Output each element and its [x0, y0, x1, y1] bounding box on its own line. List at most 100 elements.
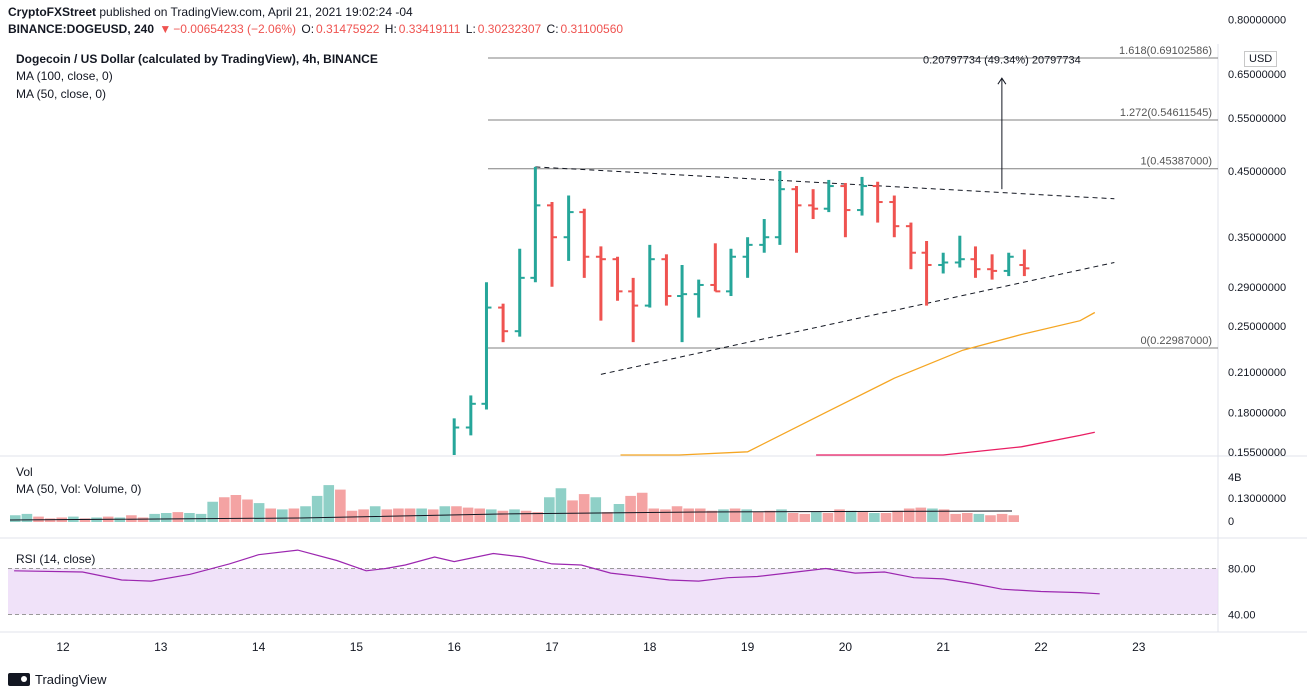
open-label: O: [301, 22, 315, 36]
volume-bar [381, 509, 393, 522]
volume-bar [869, 513, 880, 522]
volume-bar [822, 513, 834, 522]
volume-bar [265, 508, 277, 522]
time-tick-label: 18 [643, 640, 657, 654]
ohlc-bar [693, 279, 704, 318]
fib-level-label: 1.272(0.54611545) [1120, 107, 1212, 119]
currency-badge[interactable]: USD [1244, 51, 1278, 67]
volume-tick-label: 0 [1228, 516, 1234, 528]
volume-bar [497, 510, 509, 522]
ohlc-bar [514, 248, 525, 337]
ohlc-bar [725, 248, 736, 297]
volume-bar [21, 513, 33, 522]
time-tick-label: 20 [839, 640, 853, 654]
rsi-band [8, 568, 1218, 615]
ohlc-bar [774, 171, 785, 245]
ohlc-bar [612, 256, 623, 301]
ohlc-bar [465, 395, 476, 436]
volume-bar [149, 513, 160, 522]
volume-bar [578, 494, 590, 522]
fib-level-label: 1(0.45387000) [1140, 156, 1212, 168]
time-tick-label: 15 [350, 640, 364, 654]
ohlc-bar [498, 303, 509, 343]
volume-bar [903, 508, 915, 522]
volume-bar [555, 488, 567, 522]
ohlc-bar [823, 179, 834, 213]
volume-bar [961, 513, 973, 522]
ma100-legend[interactable]: MA (100, close, 0) [16, 69, 113, 83]
pane-separators [0, 44, 1307, 633]
rsi-line [14, 549, 1100, 595]
rsi-tick-label: 80.00 [1228, 564, 1256, 576]
volume-bar [985, 515, 996, 522]
ohlc-bar [889, 195, 900, 238]
ohlc-line: BINANCE:DOGEUSD, 240 ▼ −0.00654233 (−2.06… [8, 21, 625, 38]
volume-bar [1008, 515, 1019, 522]
high-value: 0.33419111 [398, 22, 461, 36]
low-label: L: [465, 22, 476, 36]
rsi-pane: 80.00 40.00 [8, 549, 1256, 622]
volume-bar [242, 499, 253, 522]
price-tick-label: 0.65000000 [1228, 69, 1286, 81]
time-tick-label: 19 [741, 640, 755, 654]
ohlc-bar [857, 176, 868, 216]
fibonacci-levels: 0(0.22987000) 1(0.45387000) 1.272(0.546115… [488, 45, 1218, 349]
ohlc-bar [921, 241, 932, 306]
time-tick-label: 12 [56, 640, 70, 654]
volume-bar [358, 509, 369, 522]
volume-bar [230, 495, 242, 522]
ohlc-bar [905, 222, 916, 270]
volume-bar [404, 508, 416, 522]
rsi-legend[interactable]: RSI (14, close) [16, 552, 96, 566]
volume-bar [752, 512, 764, 522]
ohlc-bars [452, 166, 1030, 455]
volume-bar [683, 508, 694, 522]
volume-bar [184, 513, 195, 522]
volume-bar [915, 507, 927, 522]
volume-legend[interactable]: Vol [16, 465, 33, 479]
volume-bar [160, 513, 172, 522]
volume-bar [288, 508, 300, 522]
volume-bar [137, 517, 149, 522]
trendline-upper [535, 166, 1115, 200]
triangle-trendlines [535, 166, 1115, 375]
ohlc-bar [481, 282, 492, 410]
volume-bar [602, 512, 613, 522]
price-tick-label: 0.55000000 [1228, 113, 1286, 125]
volume-bar [892, 510, 903, 522]
price-tick-label: 0.80000000 [1228, 14, 1286, 26]
footer-logo[interactable]: TradingView [8, 672, 107, 687]
moving-averages [620, 311, 1096, 456]
volume-bar [346, 510, 358, 522]
price-tick-label: 0.35000000 [1228, 232, 1286, 244]
volume-ma-legend[interactable]: MA (50, Vol: Volume, 0) [16, 482, 142, 496]
volume-bar [509, 509, 520, 522]
publish-info: published on TradingView.com, April 21, … [99, 5, 413, 19]
volume-bar [764, 510, 776, 522]
ma50-legend[interactable]: MA (50, close, 0) [16, 87, 107, 101]
time-tick-label: 13 [154, 640, 168, 654]
price-change: −0.00654233 (−2.06%) [173, 22, 297, 36]
chart-header: CryptoFXStreet published on TradingView.… [8, 4, 625, 38]
volume-bar [567, 500, 578, 522]
ma50-line [620, 311, 1096, 456]
volume-bar [776, 509, 787, 522]
volume-bar [79, 518, 91, 522]
volume-bar [451, 506, 462, 522]
ohlc-bar [938, 252, 949, 274]
symbol-label: BINANCE:DOGEUSD, 240 [8, 22, 155, 36]
ohlc-bar [595, 246, 606, 321]
price-tick-label: 0.15500000 [1228, 447, 1286, 459]
volume-bar [857, 512, 869, 522]
ohlc-bar [579, 208, 590, 278]
volume-bar [195, 513, 207, 522]
volume-bar [799, 513, 811, 522]
time-axis: 12 13 14 15 16 17 18 19 20 21 22 23 [56, 640, 1145, 654]
volume-bar [787, 513, 799, 522]
ohlc-bar [987, 254, 998, 280]
price-tick-label: 0.13000000 [1228, 493, 1286, 505]
volume-bar [648, 508, 660, 522]
price-tick-label: 0.25000000 [1228, 321, 1286, 333]
volume-bar [671, 506, 683, 522]
